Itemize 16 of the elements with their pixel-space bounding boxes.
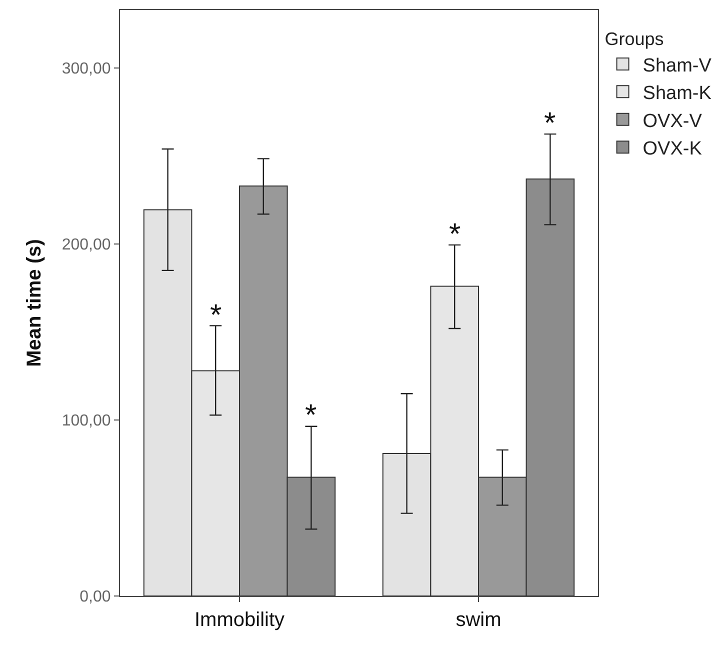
- y-tick-label: 200,00: [62, 236, 111, 254]
- y-axis-title: Mean time (s): [23, 239, 46, 367]
- legend-label: Sham-K: [642, 83, 712, 104]
- annotation: *: [449, 218, 461, 251]
- legend-label: OVX-V: [642, 110, 702, 132]
- legend-label: OVX-K: [642, 138, 702, 160]
- annotation: *: [210, 299, 222, 332]
- annotation: *: [305, 399, 317, 432]
- y-tick-label: 100,00: [62, 412, 111, 430]
- y-tick-label: 300,00: [62, 60, 111, 78]
- x-tick-label: Immobility: [194, 609, 285, 631]
- legend-title: Groups: [604, 29, 664, 50]
- legend-label: Sham-V: [642, 55, 712, 76]
- y-tick-label: 0,00: [80, 588, 111, 606]
- x-tick-label: swim: [456, 609, 502, 631]
- annotation: *: [544, 107, 556, 140]
